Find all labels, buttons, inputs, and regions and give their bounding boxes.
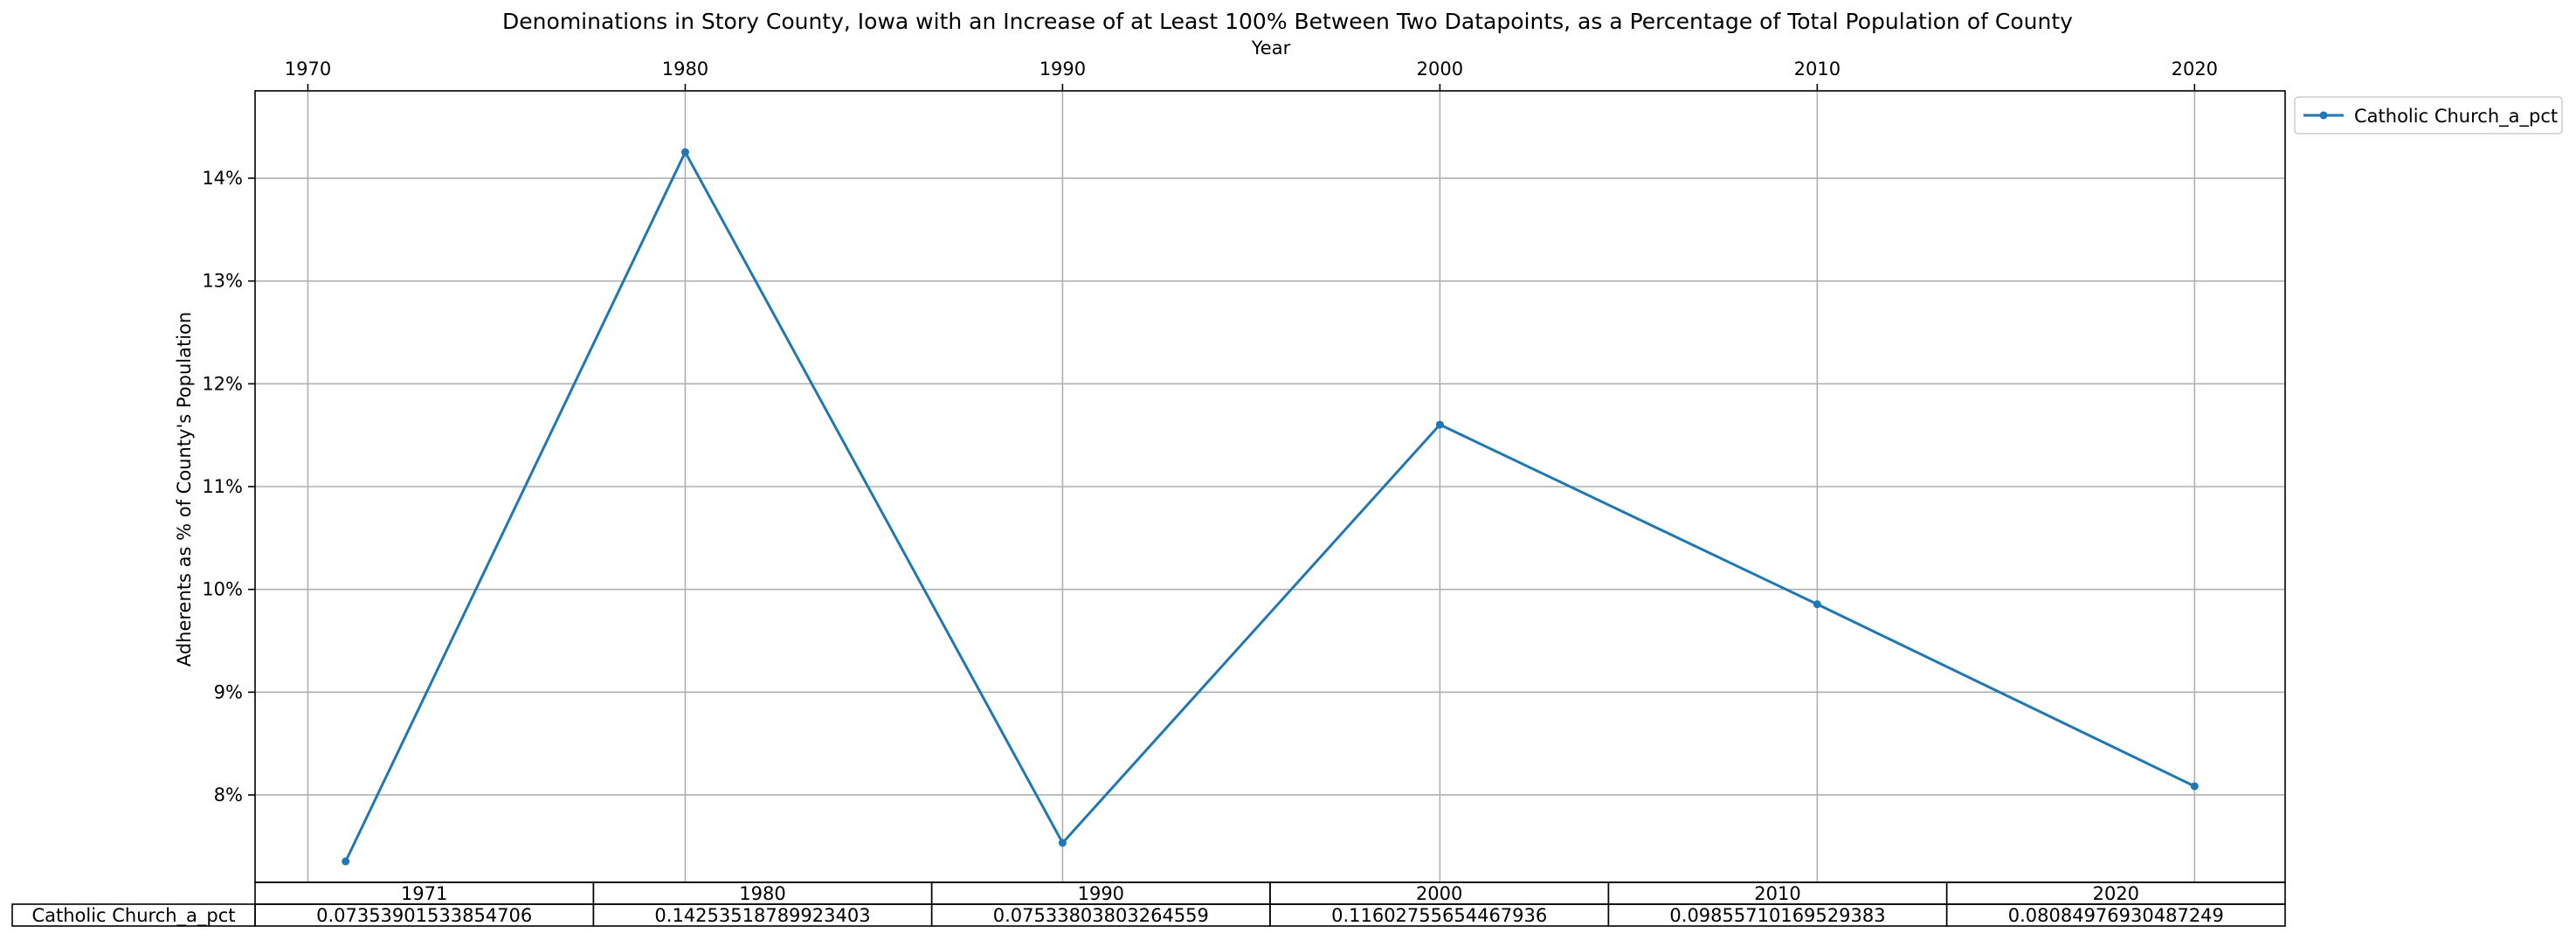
y-tick-label: 14% <box>202 168 243 189</box>
data-point <box>1058 839 1067 847</box>
x-tick-label: 2010 <box>1794 59 1840 79</box>
grid <box>255 91 2285 882</box>
table-cell-value: 0.07353901533854706 <box>316 905 532 926</box>
x-tick-label: 1980 <box>662 59 708 79</box>
x-tick-label: 2020 <box>2172 59 2218 79</box>
table-column-label: 2020 <box>2093 883 2139 904</box>
table-row-label: Catholic Church_a_pct <box>31 905 235 927</box>
table-column-label: 2010 <box>1754 883 1800 904</box>
table-cell-value: 0.07533803803264559 <box>993 905 1209 926</box>
table-data-cell <box>1945 903 2286 927</box>
table-column-label: 1971 <box>401 883 447 904</box>
data-table: 1971 1980 1990 2000 2010 2020 Catholic Church_… <box>11 881 2286 927</box>
data-point <box>1813 600 1821 609</box>
data-point <box>680 148 689 156</box>
x-tick-label: 1970 <box>285 59 331 79</box>
y-tick-label: 10% <box>202 579 243 600</box>
legend-marker-swatch <box>2319 111 2328 120</box>
y-tick-label: 8% <box>214 784 243 805</box>
x-tick-label: 2000 <box>1417 59 1463 79</box>
legend-box <box>2294 96 2563 135</box>
y-tick-label: 9% <box>214 681 243 702</box>
x-tick-label: 1990 <box>1039 59 1086 79</box>
data-point <box>342 857 350 866</box>
y-tick-label: 12% <box>202 373 243 394</box>
table-column-label: 2000 <box>1416 883 1462 904</box>
table-column-label: 1980 <box>739 883 785 904</box>
x-axis-label: Year <box>1251 38 1291 59</box>
legend: Catholic Church_a_pct <box>2294 96 2563 135</box>
y-axis-label: Adherents as % of County's Population <box>174 312 195 667</box>
table-cell-value: 0.09855710169529383 <box>1669 905 1885 926</box>
series <box>342 148 2199 866</box>
table-cell-value: 0.14253518789923403 <box>654 905 870 926</box>
data-point <box>1435 420 1444 429</box>
series-line <box>344 150 2195 862</box>
table-cell-value: 0.11602755654467936 <box>1331 905 1547 926</box>
chart-title: Denominations in Story County, Iowa with… <box>502 9 2073 34</box>
ticks: 1970 1980 1990 2000 2010 2020 8% 9% 10% 11% 12% 13%… <box>202 59 2218 805</box>
table-column-label: 1990 <box>1078 883 1124 904</box>
data-point <box>2190 782 2199 791</box>
legend-label: Catholic Church_a_pct <box>2354 106 2558 128</box>
table-cell-value: 0.08084976930487249 <box>2008 905 2224 926</box>
y-tick-label: 13% <box>202 271 243 292</box>
y-tick-label: 11% <box>202 476 243 497</box>
